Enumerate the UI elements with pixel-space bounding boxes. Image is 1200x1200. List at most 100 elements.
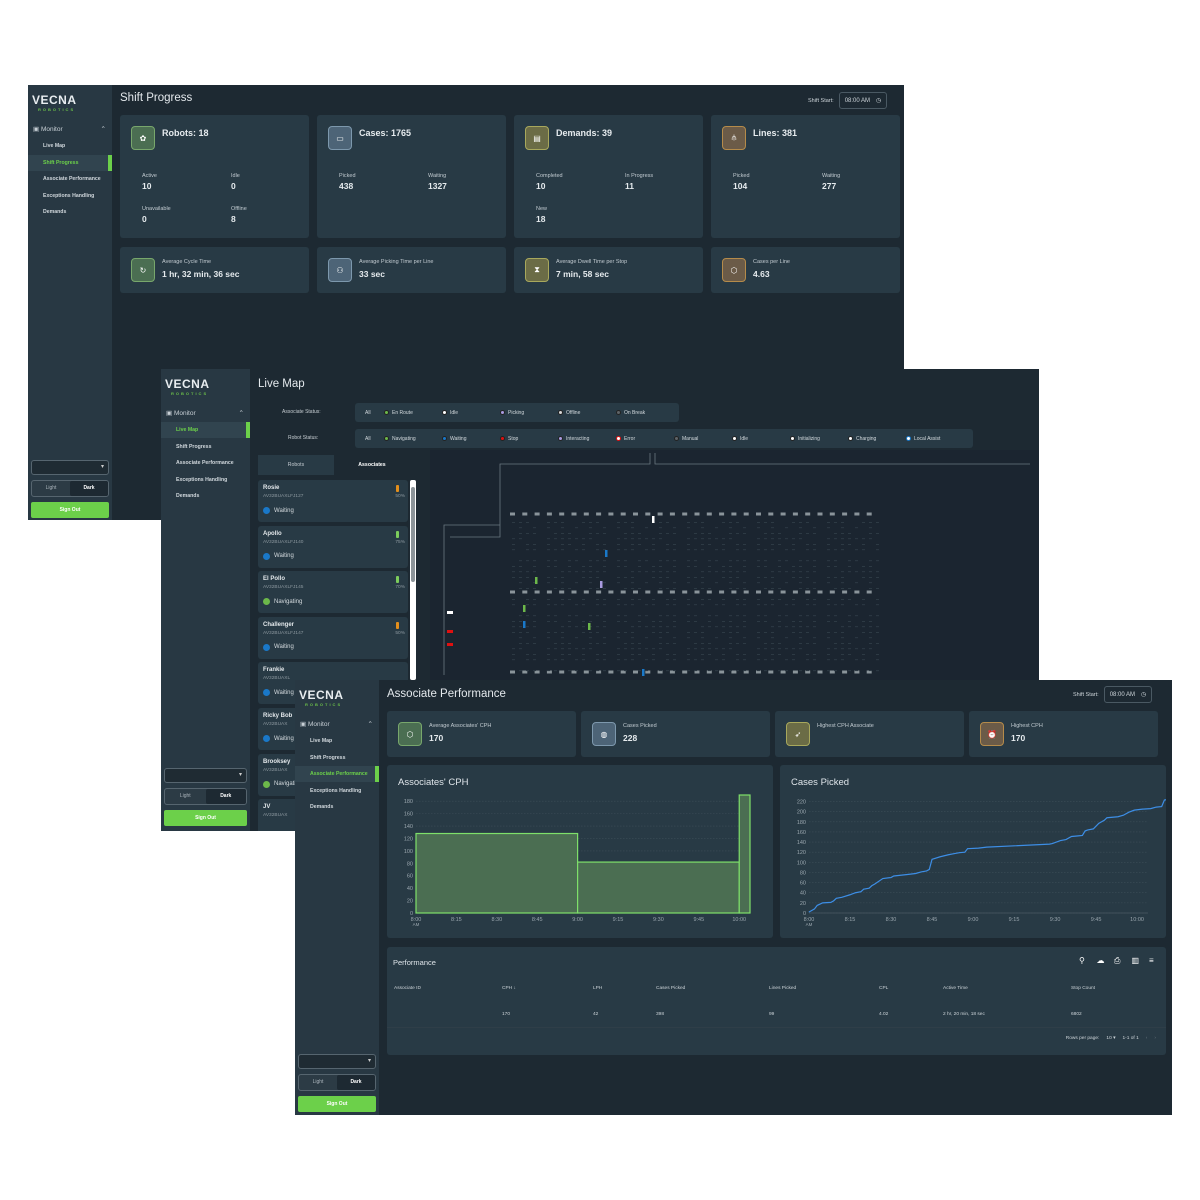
robot-id: AV32BUAX: [263, 722, 288, 727]
next-page-icon[interactable]: ›: [1154, 1036, 1156, 1041]
sidebar-item-associate-performance[interactable]: Associate Performance: [295, 766, 379, 782]
rack-slot: [771, 643, 774, 644]
status-filter-item[interactable]: Error: [616, 436, 674, 442]
sidebar-item-associate-performance[interactable]: Associate Performance: [43, 176, 101, 182]
column-header[interactable]: Lines Picked: [762, 974, 872, 1003]
sidebar-item-shift-progress[interactable]: Shift Progress: [176, 443, 212, 450]
rack-slot: [533, 604, 536, 606]
chevron-up-icon[interactable]: ⌃: [367, 721, 373, 728]
column-header[interactable]: Cases Picked: [649, 974, 762, 1003]
status-filter-item[interactable]: Stop: [500, 436, 558, 442]
rows-per-page-select[interactable]: 10 ▾: [1106, 1036, 1115, 1041]
sidebar-item-exceptions-handling[interactable]: Exceptions Handling: [310, 787, 362, 794]
rack-slot: [512, 654, 515, 655]
status-filter-item[interactable]: Initializing: [790, 436, 848, 442]
theme-toggle[interactable]: Light Dark: [298, 1074, 376, 1091]
columns-icon[interactable]: ▥: [1131, 956, 1140, 965]
sidebar-item-live-map[interactable]: Live Map: [310, 738, 333, 744]
sidebar-item-live-map[interactable]: Live Map: [161, 422, 250, 438]
sidebar-item-shift-progress[interactable]: Shift Progress: [310, 754, 346, 761]
theme-dark-button[interactable]: Dark: [70, 481, 108, 496]
rack-slot: [876, 632, 879, 633]
nav-section-monitor[interactable]: ▣ Monitor ⌃: [300, 720, 373, 728]
theme-dark-button[interactable]: Dark: [337, 1075, 375, 1090]
chevron-up-icon[interactable]: ⌃: [100, 126, 106, 133]
robot-card[interactable]: Rosie AV32BUAXLFJ127 50% Waiting: [258, 480, 408, 522]
nav-section-monitor[interactable]: ▣ Monitor ⌃: [33, 125, 106, 133]
data-point: [1081, 835, 1083, 836]
status-filter-item[interactable]: Offline: [558, 410, 616, 416]
robot-list-scrollbar-thumb[interactable]: [411, 487, 415, 582]
column-header[interactable]: LPH: [586, 974, 649, 1003]
prev-page-icon[interactable]: ‹: [1145, 1036, 1148, 1041]
theme-light-button[interactable]: Light: [45, 485, 57, 491]
theme-light-button[interactable]: Light: [179, 793, 191, 799]
clock-icon[interactable]: ◷: [876, 98, 882, 104]
sidebar-item-demands[interactable]: Demands: [43, 209, 67, 215]
column-header[interactable]: CPL: [872, 974, 936, 1003]
shift-start-input[interactable]: 08:00 AM ◷: [838, 92, 888, 109]
status-filter-item[interactable]: Waiting: [442, 436, 500, 442]
sidebar-item-demands[interactable]: Demands: [310, 804, 334, 810]
rocket-icon: ➶: [786, 722, 810, 746]
rack-slot: [736, 626, 739, 628]
site-dropdown[interactable]: [31, 460, 109, 475]
print-icon[interactable]: ⎙: [1114, 956, 1121, 965]
column-header[interactable]: Stop Count: [1064, 974, 1166, 1003]
sidebar-item-shift-progress[interactable]: Shift Progress: [28, 154, 112, 171]
tab-robots[interactable]: Robots: [258, 455, 334, 475]
theme-light-button[interactable]: Light: [312, 1079, 324, 1085]
column-header[interactable]: Associate ID: [387, 974, 495, 1003]
search-icon[interactable]: ⚲: [1079, 956, 1085, 965]
tab-associates[interactable]: Associates: [358, 462, 386, 468]
theme-dark-button[interactable]: Dark: [205, 789, 246, 804]
status-filter-item[interactable]: Navigating: [384, 436, 442, 442]
stat-value: 104: [733, 181, 748, 191]
rack-slot: [701, 577, 704, 578]
rack-slot: [869, 615, 872, 617]
status-filter-item[interactable]: Charging: [848, 436, 906, 442]
status-filter-item[interactable]: Idle: [442, 410, 500, 416]
sidebar-item-demands[interactable]: Demands: [176, 493, 200, 499]
table-row[interactable]: 170 42 398 99 4.02 2 hr, 20 min, 18 sec 6802: [387, 1003, 1166, 1028]
robot-id: AV32BUAXLFJ147: [263, 630, 304, 636]
rack-slot: [834, 604, 837, 606]
shift-start-input[interactable]: 08:00 AM ◷: [1103, 686, 1153, 703]
status-filter-item[interactable]: En Route: [384, 410, 442, 416]
chevron-up-icon[interactable]: ⌃: [238, 410, 244, 417]
sign-out-button[interactable]: Sign Out: [164, 810, 247, 826]
status-filter-item[interactable]: Idle: [732, 436, 790, 442]
status-filter-item[interactable]: Picking: [500, 410, 558, 416]
sidebar-item-associate-performance[interactable]: Associate Performance: [176, 460, 234, 466]
status-filter-item[interactable]: All: [365, 436, 384, 442]
column-header[interactable]: CPH ↓: [495, 974, 586, 1003]
rack-slot: [687, 670, 690, 672]
filter-icon[interactable]: ≡: [1149, 956, 1154, 965]
status-filter-item[interactable]: Interacting: [558, 436, 616, 442]
nav-section-monitor[interactable]: ▣ Monitor ⌃: [166, 409, 244, 417]
sidebar-item-exceptions-handling[interactable]: Exceptions Handling: [176, 476, 228, 483]
sign-out-button[interactable]: Sign Out: [31, 502, 109, 518]
sign-out-button[interactable]: Sign Out: [298, 1096, 376, 1112]
column-header[interactable]: Active Time: [936, 974, 1064, 1003]
robot-card[interactable]: El Pollo AV32BUAXLFJ145 70% Navigating: [258, 571, 408, 614]
rack-slot: [645, 527, 648, 529]
theme-toggle[interactable]: Light Dark: [164, 788, 247, 805]
status-filter-item[interactable]: Manual: [674, 436, 732, 442]
status-filter-item[interactable]: All: [365, 410, 384, 416]
site-dropdown[interactable]: [298, 1054, 376, 1069]
status-filter-item[interactable]: Local Assist: [906, 436, 964, 442]
rack-slot: [694, 549, 697, 551]
site-dropdown[interactable]: [164, 768, 247, 783]
rack-slot: [764, 632, 767, 633]
sidebar-item-exceptions-handling[interactable]: Exceptions Handling: [43, 192, 95, 199]
theme-toggle[interactable]: Light Dark: [31, 480, 109, 497]
clock-icon[interactable]: ◷: [1141, 692, 1147, 698]
data-point: [1049, 843, 1050, 845]
download-icon[interactable]: ☁: [1096, 956, 1105, 965]
status-filter-item[interactable]: On Break: [616, 410, 674, 416]
robot-card[interactable]: Challenger AV32BUAXLFJ147 50% Waiting: [258, 616, 408, 659]
sidebar-item-live-map[interactable]: Live Map: [43, 143, 66, 149]
robot-card[interactable]: Apollo AV32BUAXLFJ140 75% Waiting: [258, 525, 408, 568]
warehouse-map[interactable]: [430, 450, 1039, 680]
